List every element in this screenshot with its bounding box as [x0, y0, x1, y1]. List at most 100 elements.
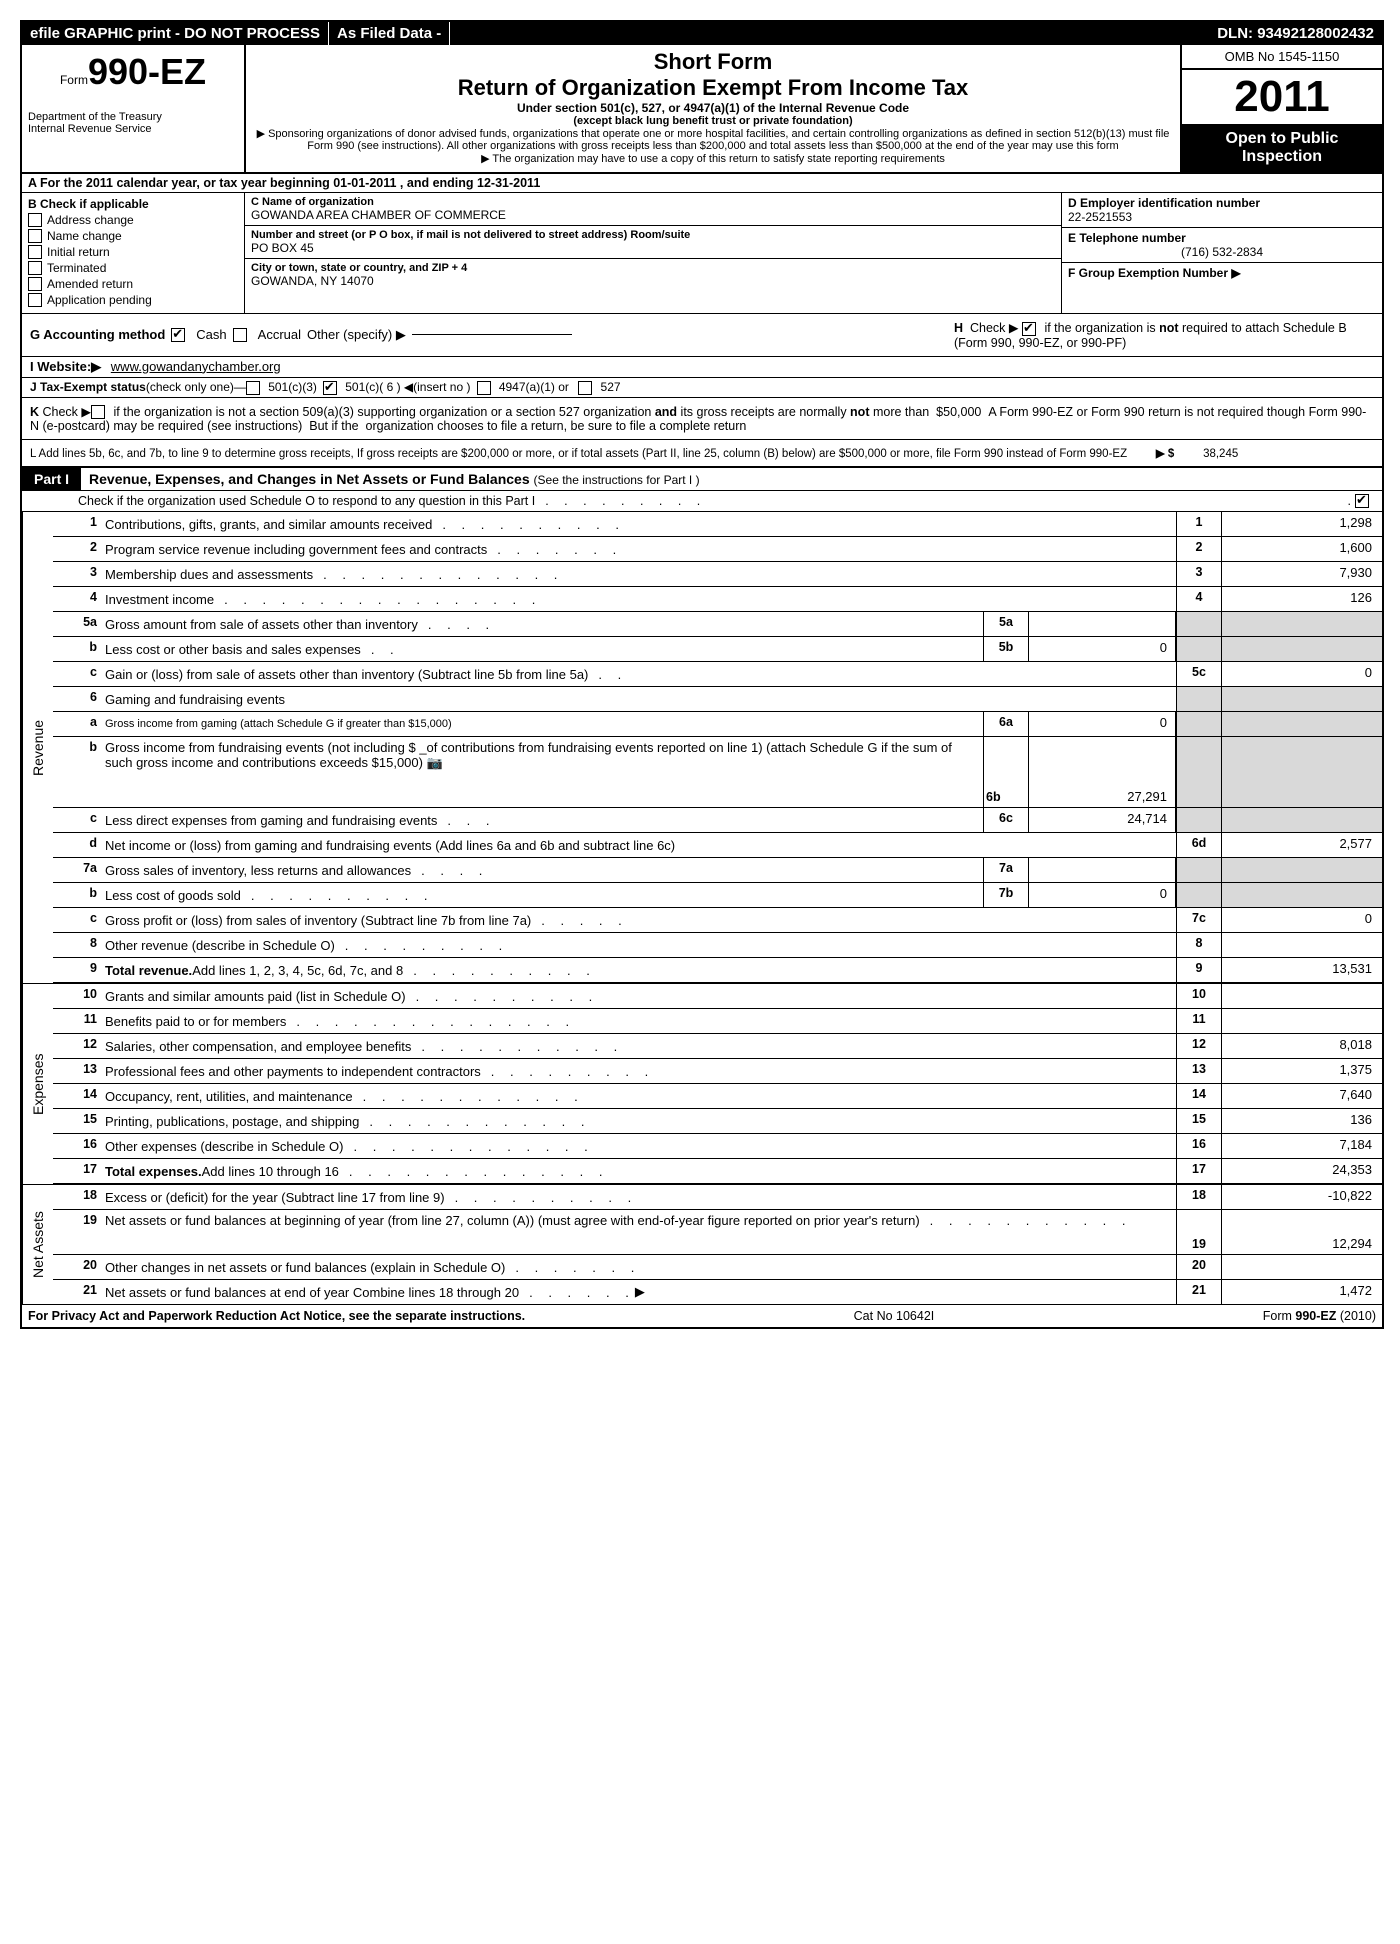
netassets-label: Net Assets [22, 1185, 53, 1304]
ln7b-desc: Less cost of goods sold [105, 888, 241, 903]
ln6-shade [1176, 687, 1222, 711]
ln12-rn: 12 [1176, 1034, 1222, 1058]
ln6c-desc: Less direct expenses from gaming and fun… [105, 813, 437, 828]
ln7a-desc: Gross sales of inventory, less returns a… [105, 863, 411, 878]
header: Form990-EZ Department of the Treasury In… [22, 45, 1382, 174]
form-title: Return of Organization Exempt From Incom… [256, 75, 1170, 101]
chk-k[interactable] [91, 405, 105, 419]
chk-terminated[interactable] [28, 261, 42, 275]
chk-501c[interactable] [323, 381, 337, 395]
subtitle-1: Under section 501(c), 527, or 4947(a)(1)… [256, 101, 1170, 115]
ln1-desc: Contributions, gifts, grants, and simila… [105, 517, 432, 532]
ln21-desc: Net assets or fund balances at end of ye… [105, 1285, 519, 1300]
ln16-num: 16 [53, 1134, 101, 1158]
ln6a-desc: Gross income from gaming (attach Schedul… [105, 718, 452, 730]
section-a-tax-year: A For the 2011 calendar year, or tax yea… [22, 174, 1382, 193]
chk-address-change[interactable] [28, 213, 42, 227]
tax-year: 2011 [1182, 70, 1382, 124]
org-address: PO BOX 45 [251, 241, 1055, 255]
ln17-num: 17 [53, 1159, 101, 1183]
ln5a-mn: 5a [983, 612, 1029, 636]
efile-notice: efile GRAPHIC print - DO NOT PROCESS [22, 22, 329, 45]
ln5a-num: 5a [53, 612, 101, 636]
chk-h[interactable] [1022, 322, 1036, 336]
header-note-2: ▶ The organization may have to use a cop… [256, 152, 1170, 165]
ln7c-val: 0 [1222, 908, 1382, 932]
line-l-amt-label: ▶ $ [1156, 448, 1174, 460]
form-prefix: Form [60, 73, 88, 87]
ln20-val [1222, 1255, 1382, 1279]
ln7a-mn: 7a [983, 858, 1029, 882]
lbl-terminated: Terminated [47, 261, 106, 275]
ln2-val: 1,600 [1222, 537, 1382, 561]
chk-accrual[interactable] [233, 328, 247, 342]
ln7a-mv [1029, 858, 1176, 882]
ln15-val: 136 [1222, 1109, 1382, 1133]
ln15-desc: Printing, publications, postage, and shi… [105, 1114, 359, 1129]
ln6a-mv: 0 [1029, 712, 1176, 736]
ln7a-num: 7a [53, 858, 101, 882]
lbl-other: Other (specify) ▶ [307, 327, 406, 343]
ln11-rn: 11 [1176, 1009, 1222, 1033]
header-left: Form990-EZ Department of the Treasury In… [22, 45, 246, 172]
line-k-text: if the organization is not a section 509… [30, 405, 1366, 434]
ln18-num: 18 [53, 1185, 101, 1209]
ln7c-desc: Gross profit or (loss) from sales of inv… [105, 913, 531, 928]
ln6b-mv: 27,291 [1029, 737, 1176, 807]
ln20-desc: Other changes in net assets or fund bala… [105, 1260, 505, 1275]
ln3-rn: 3 [1176, 562, 1222, 586]
header-note-1: ▶ Sponsoring organizations of donor advi… [256, 127, 1170, 152]
chk-cash[interactable] [171, 328, 185, 342]
ln6b-shade2 [1222, 737, 1382, 807]
expenses-section: Expenses 10Grants and similar amounts pa… [22, 983, 1382, 1184]
addr-label: Number and street (or P O box, if mail i… [251, 229, 1055, 241]
website-value[interactable]: www.gowandanychamber.org [111, 359, 281, 374]
ein-label: D Employer identification number [1068, 196, 1376, 210]
ln7a-shade [1176, 858, 1222, 882]
page-footer: For Privacy Act and Paperwork Reduction … [22, 1304, 1382, 1327]
header-right: OMB No 1545-1150 2011 Open to Public Ins… [1180, 45, 1382, 172]
ln4-num: 4 [53, 587, 101, 611]
ln6c-mn: 6c [983, 808, 1029, 832]
chk-501c3[interactable] [246, 381, 260, 395]
ln19-desc: Net assets or fund balances at beginning… [105, 1213, 920, 1228]
ln20-num: 20 [53, 1255, 101, 1279]
ln5a-shade2 [1222, 612, 1382, 636]
ln6d-desc: Net income or (loss) from gaming and fun… [105, 838, 675, 853]
info-boxes: B Check if applicable Address change Nam… [22, 193, 1382, 314]
ln20-rn: 20 [1176, 1255, 1222, 1279]
line-g-h: G Accounting method Cash Accrual Other (… [22, 314, 1382, 357]
ln3-val: 7,930 [1222, 562, 1382, 586]
ln19-val: 12,294 [1222, 1210, 1382, 1254]
ln6b-shade [1176, 737, 1222, 807]
line-j: J Tax-Exempt status(check only one)— 501… [22, 378, 1382, 398]
chk-app-pending[interactable] [28, 293, 42, 307]
box-b-heading: B Check if applicable [28, 197, 238, 211]
ln13-rn: 13 [1176, 1059, 1222, 1083]
ln5b-mn: 5b [983, 637, 1029, 661]
other-blank[interactable] [412, 334, 572, 335]
ln9-desc: Total revenue. [105, 963, 192, 978]
ln6a-shade2 [1222, 712, 1382, 736]
chk-527[interactable] [578, 381, 592, 395]
ln15-num: 15 [53, 1109, 101, 1133]
city-label: City or town, state or country, and ZIP … [251, 262, 1055, 274]
ln18-rn: 18 [1176, 1185, 1222, 1209]
tel-label: E Telephone number [1068, 231, 1376, 245]
ln2-desc: Program service revenue including govern… [105, 542, 487, 557]
ln17-desc: Total expenses. [105, 1164, 202, 1179]
ln5c-num: c [53, 662, 101, 686]
ln19-rn: 19 [1176, 1210, 1222, 1254]
ln4-rn: 4 [1176, 587, 1222, 611]
ln3-desc: Membership dues and assessments [105, 567, 313, 582]
chk-4947[interactable] [477, 381, 491, 395]
ln5b-shade [1176, 637, 1222, 661]
netassets-section: Net Assets 18Excess or (deficit) for the… [22, 1184, 1382, 1304]
chk-schedule-o[interactable] [1355, 494, 1369, 508]
irs: Internal Revenue Service [28, 123, 238, 135]
chk-name-change[interactable] [28, 229, 42, 243]
chk-amended[interactable] [28, 277, 42, 291]
top-bar: efile GRAPHIC print - DO NOT PROCESS As … [22, 22, 1382, 45]
chk-initial-return[interactable] [28, 245, 42, 259]
part-1-badge: Part I [22, 468, 81, 490]
